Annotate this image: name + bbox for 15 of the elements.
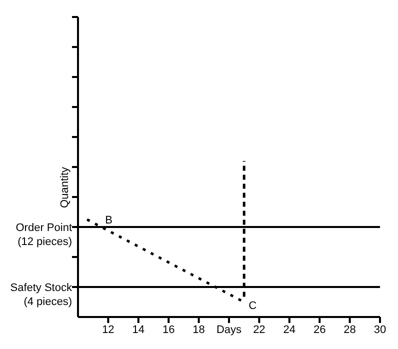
x-tick-label: 24 <box>283 324 296 336</box>
y-axis-title: Quantity <box>58 166 71 208</box>
x-tick-label: 26 <box>313 324 326 336</box>
ref-line-label: Safety Stock (4 pieces) <box>10 282 72 308</box>
annotation: C <box>248 300 257 312</box>
x-tick-label: 14 <box>132 324 145 336</box>
x-axis-title: Days <box>216 324 242 336</box>
x-tick-label: 18 <box>192 324 205 336</box>
x-tick-label: 30 <box>374 324 386 336</box>
ref-line-label: Order Point (12 pieces) <box>16 222 72 248</box>
x-tick-label: 16 <box>162 324 175 336</box>
x-tick-label: 28 <box>344 324 356 336</box>
annotation: B <box>105 214 112 226</box>
x-tick-label: 12 <box>102 324 114 336</box>
x-tick-label: 22 <box>253 324 266 336</box>
